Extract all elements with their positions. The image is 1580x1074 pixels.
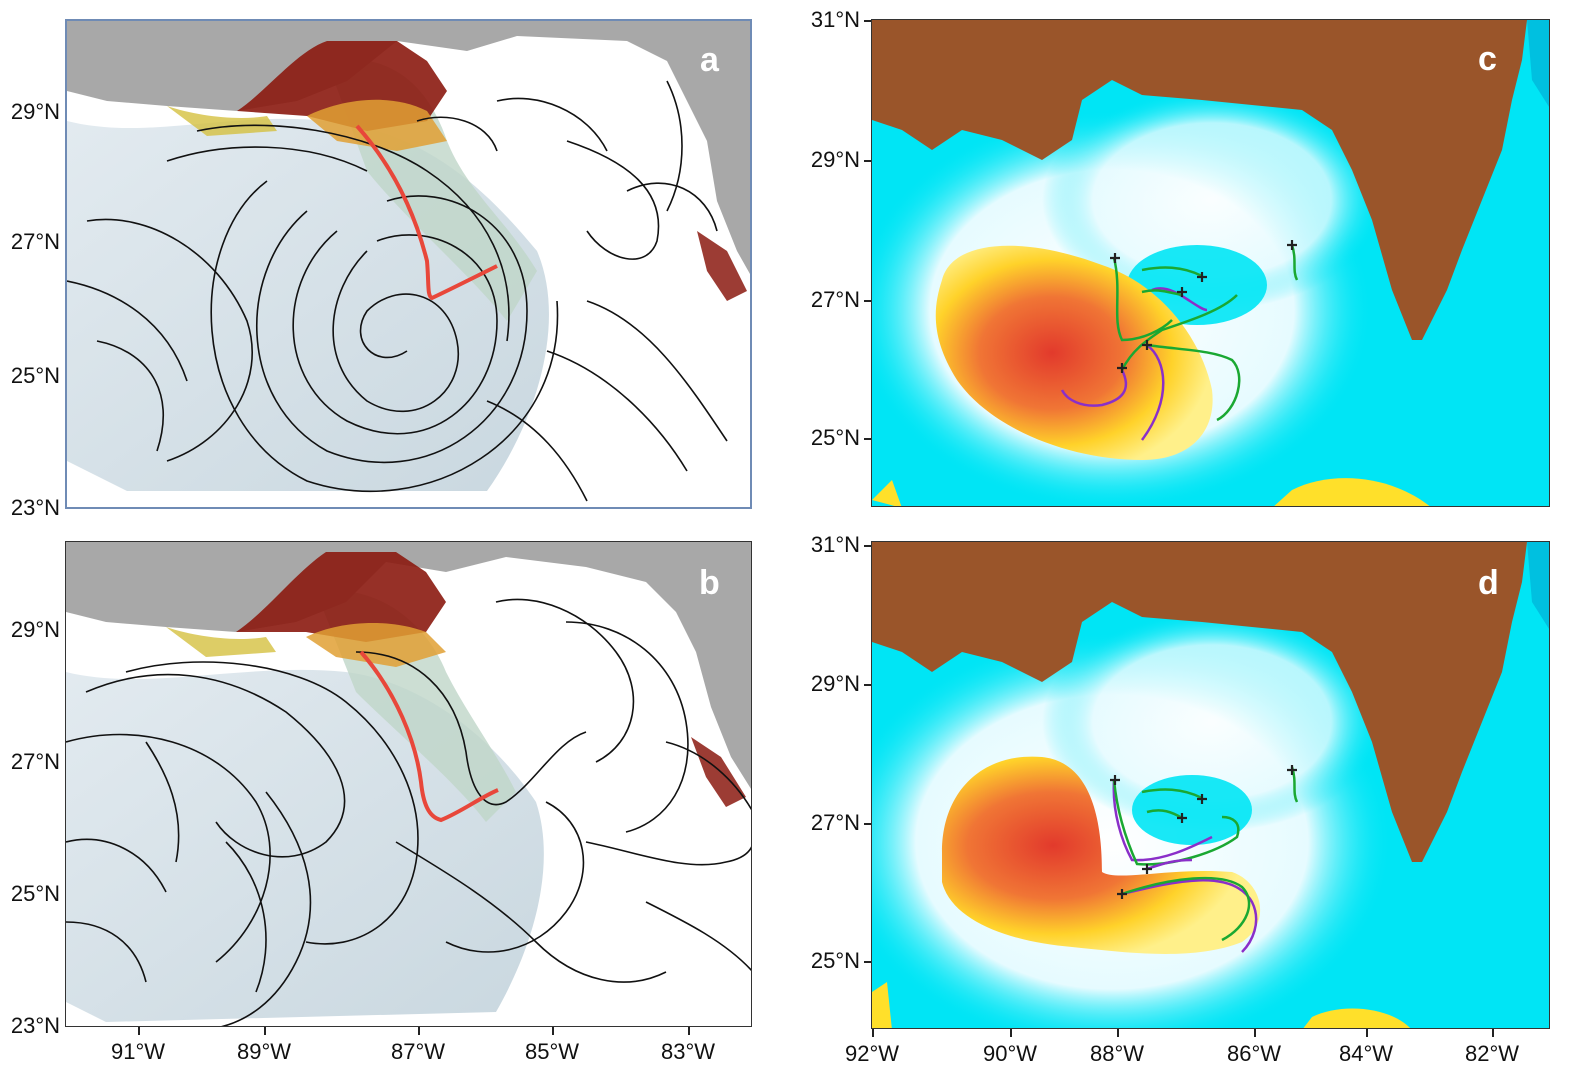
track-red-a: [355, 124, 498, 301]
panel-c-map: c: [871, 19, 1550, 507]
streamlines-b: [66, 598, 751, 1026]
panel-a-canvas: [67, 21, 750, 507]
lon-label-d-82: 82°W: [1464, 1041, 1520, 1066]
lat-label-a-29: 29°N: [10, 99, 60, 124]
panel-letter-a: a: [700, 41, 719, 79]
lon-label-d-86: 86°W: [1226, 1041, 1282, 1066]
lon-label-b-91: 91°W: [110, 1039, 166, 1064]
drifter-tracks-d: [1112, 766, 1299, 953]
lat-label-a-27: 27°N: [10, 229, 60, 254]
panel-d-canvas: [872, 542, 1549, 1028]
land-gray: [66, 542, 751, 789]
lat-label-c-31: 31°N: [810, 7, 860, 32]
track-red-b: [359, 650, 499, 823]
panel-letter-c: c: [1478, 40, 1497, 78]
land-brown: [872, 20, 1549, 340]
plus-markers-c: [1110, 240, 1297, 373]
panel-letter-b: b: [699, 564, 720, 602]
lat-label-d-31: 31°N: [810, 532, 860, 557]
panel-a-map: a: [65, 19, 752, 509]
lat-label-d-29: 29°N: [810, 671, 860, 696]
lon-label-d-88: 88°W: [1089, 1041, 1145, 1066]
plus-markers-d: [1110, 765, 1297, 899]
lat-label-d-25: 25°N: [810, 948, 860, 973]
lon-label-b-89: 89°W: [236, 1039, 292, 1064]
streamlines-a: [67, 80, 728, 502]
lat-label-c-27: 27°N: [810, 287, 860, 312]
lat-label-c-25: 25°N: [810, 425, 860, 450]
lon-label-d-92: 92°W: [844, 1041, 900, 1066]
panel-letter-d: d: [1478, 564, 1499, 602]
lat-label-a-23: 23°N: [10, 495, 60, 520]
lat-label-b-23: 23°N: [10, 1013, 60, 1038]
lon-label-b-85: 85°W: [524, 1039, 580, 1064]
lon-label-d-90: 90°W: [982, 1041, 1038, 1066]
lat-label-b-25: 25°N: [10, 881, 60, 906]
lat-label-b-27: 27°N: [10, 749, 60, 774]
panel-b-canvas: [66, 542, 751, 1026]
lat-label-b-29: 29°N: [10, 617, 60, 642]
panel-d-map: d: [871, 541, 1550, 1029]
lat-label-d-27: 27°N: [810, 810, 860, 835]
warm-eddy-d: [942, 756, 1261, 954]
lon-label-d-84: 84°W: [1338, 1041, 1394, 1066]
panel-c-canvas: [872, 20, 1549, 506]
land-gray: [67, 21, 750, 274]
drifter-tracks-c: [1060, 244, 1299, 441]
lon-label-b-83: 83°W: [660, 1039, 716, 1064]
lat-label-c-29: 29°N: [810, 147, 860, 172]
lat-label-a-25: 25°N: [10, 363, 60, 388]
lon-label-b-87: 87°W: [390, 1039, 446, 1064]
panel-b-map: b: [65, 541, 752, 1027]
land-brown: [872, 542, 1549, 862]
warm-eddy-c: [935, 245, 1213, 460]
